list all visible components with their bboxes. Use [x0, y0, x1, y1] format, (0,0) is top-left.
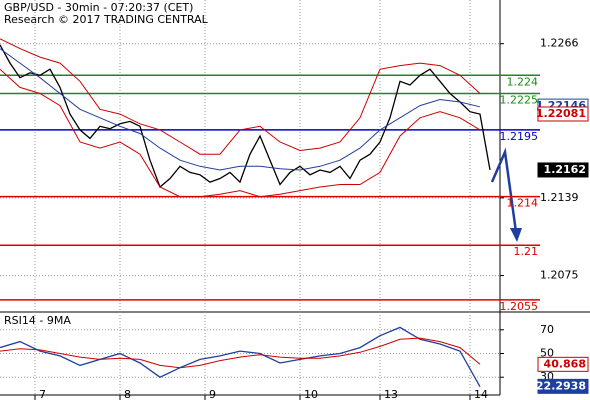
- x-tick-label: 8: [124, 388, 131, 400]
- y-tick-label: 1.2075: [540, 269, 579, 282]
- series-line: [0, 326, 481, 388]
- series-line: [0, 48, 481, 171]
- y-tick-label: 70: [540, 323, 554, 336]
- price-label-box: [537, 378, 589, 394]
- level-label: 1.2055: [500, 300, 539, 313]
- y-tick-label: 1.2139: [540, 191, 579, 204]
- x-tick-label: 10: [304, 388, 318, 400]
- price-label: 1.2162: [544, 163, 586, 176]
- chart-subtitle: Research © 2017 TRADING CENTRAL: [4, 13, 209, 26]
- y-tick-label: 50: [540, 347, 554, 360]
- x-tick-label: 9: [209, 388, 216, 400]
- level-label: 1.214: [507, 197, 539, 210]
- chart-title: GBP/USD - 30min - 07:20:37 (CET): [4, 1, 193, 14]
- series-line: [0, 68, 481, 198]
- price-label: 40.868: [544, 357, 586, 370]
- level-label: 1.2195: [500, 130, 539, 143]
- price-label-box: [537, 106, 589, 122]
- rsi-title: RSI14 - 9MA: [4, 314, 71, 327]
- price-label: 1.22081: [536, 107, 586, 120]
- x-tick-label: 7: [39, 388, 46, 400]
- y-tick-label: 1.2266: [540, 37, 579, 50]
- x-tick-label: 13: [384, 388, 398, 400]
- level-label: 1.21: [514, 245, 539, 258]
- level-label: 1.224: [507, 75, 539, 88]
- price-label-box: [537, 162, 589, 178]
- series-line: [0, 38, 481, 155]
- forecast-arrow: [490, 147, 522, 242]
- price-label: 22.2938: [536, 379, 586, 392]
- series-line: [0, 337, 481, 369]
- price-label-box: [537, 356, 589, 372]
- series-line: [0, 44, 491, 189]
- level-label: 1.2225: [500, 93, 539, 106]
- x-tick-label: 14: [474, 388, 488, 400]
